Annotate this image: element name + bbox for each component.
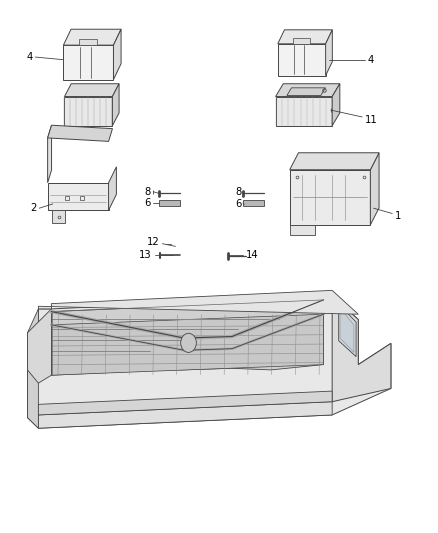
Polygon shape [51,314,323,375]
Text: 1: 1 [395,211,402,221]
Bar [159,200,180,206]
Polygon shape [371,153,379,225]
Polygon shape [276,84,340,96]
Polygon shape [39,402,332,428]
Polygon shape [332,296,391,402]
Text: 13: 13 [139,251,152,260]
Text: 2: 2 [30,203,36,213]
Text: 14: 14 [246,251,258,260]
Polygon shape [340,308,354,352]
Bar [243,200,264,206]
Polygon shape [39,290,358,314]
Polygon shape [75,91,81,96]
Polygon shape [64,84,119,96]
Polygon shape [48,183,109,211]
Polygon shape [92,91,98,96]
Text: 4: 4 [26,52,33,62]
Polygon shape [64,45,113,79]
Polygon shape [278,30,332,44]
Polygon shape [79,39,97,45]
Polygon shape [293,38,310,44]
Polygon shape [51,300,323,375]
Polygon shape [39,391,332,415]
Polygon shape [28,309,39,428]
Polygon shape [64,96,113,126]
Text: 4: 4 [368,55,374,64]
Polygon shape [290,225,315,235]
Polygon shape [287,88,325,95]
Polygon shape [339,304,356,357]
Polygon shape [290,153,379,169]
Text: 6: 6 [236,199,242,209]
Polygon shape [113,84,119,126]
Text: 11: 11 [365,115,378,125]
Polygon shape [48,125,52,183]
Text: 8: 8 [145,187,151,197]
Polygon shape [113,29,121,79]
Polygon shape [276,96,332,126]
Polygon shape [64,29,121,45]
Polygon shape [28,309,51,383]
Polygon shape [278,44,325,76]
Circle shape [181,333,196,352]
Polygon shape [28,296,391,428]
Text: 6: 6 [144,198,151,208]
Polygon shape [109,167,117,211]
Polygon shape [52,211,65,223]
Polygon shape [325,30,332,76]
Text: 8: 8 [236,187,242,197]
Polygon shape [290,169,371,225]
Polygon shape [48,125,113,141]
Text: 12: 12 [147,237,159,247]
Polygon shape [332,84,340,126]
